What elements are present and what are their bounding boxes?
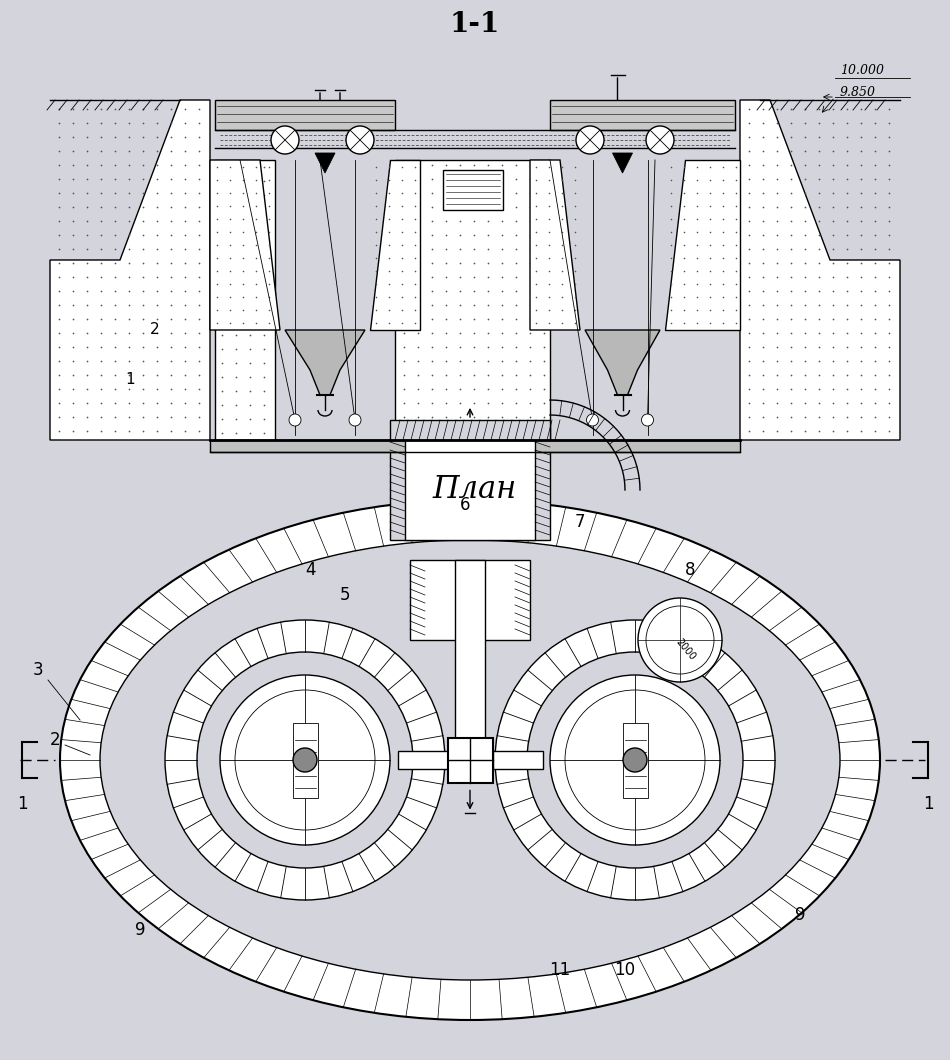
Text: 9: 9	[135, 921, 145, 939]
Polygon shape	[215, 160, 275, 440]
Circle shape	[527, 652, 743, 868]
Bar	[455, 560, 485, 738]
Text: 2: 2	[150, 322, 160, 337]
Text: 2000: 2000	[674, 637, 696, 662]
Bar	[390, 420, 550, 540]
Polygon shape	[210, 160, 280, 330]
Bar	[293, 723, 317, 797]
Bar	[410, 560, 530, 640]
Text: 5: 5	[340, 586, 351, 604]
Bar	[447, 738, 492, 782]
Bar	[443, 170, 503, 210]
Polygon shape	[530, 160, 580, 330]
Circle shape	[638, 598, 722, 682]
Circle shape	[197, 652, 413, 868]
Circle shape	[586, 414, 598, 426]
Bar	[622, 723, 648, 797]
Polygon shape	[613, 153, 633, 173]
Bar	[215, 100, 395, 130]
Polygon shape	[740, 100, 900, 440]
Circle shape	[349, 414, 361, 426]
Circle shape	[623, 748, 647, 772]
Circle shape	[550, 675, 720, 845]
Polygon shape	[50, 100, 210, 440]
Text: 1-1: 1-1	[450, 12, 500, 38]
Text: 11: 11	[549, 961, 571, 979]
Text: 9: 9	[795, 906, 806, 924]
Circle shape	[271, 126, 299, 154]
Circle shape	[565, 690, 705, 830]
Text: 7: 7	[575, 513, 585, 531]
Circle shape	[641, 414, 654, 426]
Circle shape	[646, 606, 714, 674]
Bar	[397, 750, 447, 768]
Ellipse shape	[60, 500, 880, 1020]
Text: 10: 10	[615, 961, 636, 979]
Text: 2: 2	[49, 731, 60, 749]
Text: 10.000: 10.000	[840, 64, 884, 76]
Text: 1: 1	[125, 372, 135, 388]
Circle shape	[646, 126, 674, 154]
Polygon shape	[315, 153, 335, 173]
Bar	[210, 440, 740, 452]
Circle shape	[220, 675, 390, 845]
Circle shape	[495, 620, 775, 900]
Bar	[405, 440, 535, 540]
Text: 9.850: 9.850	[840, 86, 876, 99]
Ellipse shape	[100, 540, 840, 980]
Polygon shape	[585, 330, 660, 395]
Polygon shape	[665, 160, 740, 330]
Circle shape	[576, 126, 604, 154]
Polygon shape	[370, 160, 420, 330]
Text: 1: 1	[922, 795, 933, 813]
Circle shape	[289, 414, 301, 426]
Text: 4: 4	[305, 561, 315, 579]
Circle shape	[346, 126, 374, 154]
Bar	[550, 100, 735, 130]
Text: 1: 1	[17, 795, 28, 813]
Bar	[492, 750, 542, 768]
Text: 6: 6	[460, 496, 470, 514]
Text: 8: 8	[685, 561, 695, 579]
Text: План: План	[433, 475, 517, 506]
Circle shape	[165, 620, 445, 900]
Bar	[395, 160, 550, 440]
Circle shape	[293, 748, 317, 772]
Polygon shape	[285, 330, 365, 395]
Circle shape	[235, 690, 375, 830]
Text: 3: 3	[32, 661, 44, 679]
